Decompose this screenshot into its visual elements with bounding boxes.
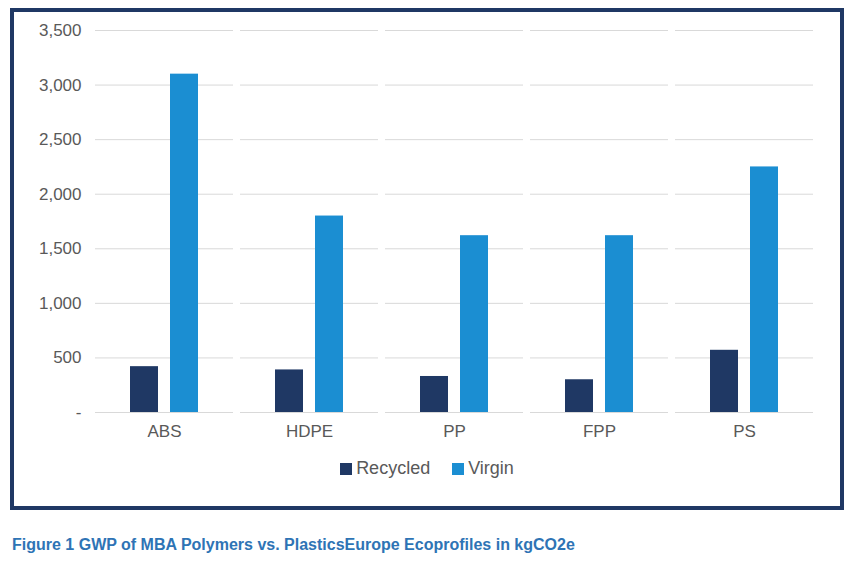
svg-text:3,500: 3,500 <box>39 21 82 40</box>
svg-text:ABS: ABS <box>147 422 181 441</box>
svg-text:500: 500 <box>53 348 81 367</box>
html-text:Figure 1 GWP of MBA Polymers v: Figure 1 GWP of MBA Polymers vs. Plastic… <box>12 536 575 553</box>
svg-text:2,000: 2,000 <box>39 185 82 204</box>
svg-text:HDPE: HDPE <box>286 422 333 441</box>
svg-text:2,500: 2,500 <box>39 130 82 149</box>
svg-text:FPP: FPP <box>583 422 616 441</box>
svg-text:1,000: 1,000 <box>39 294 82 313</box>
svg-text:1,500: 1,500 <box>39 239 82 258</box>
svg-text:3,000: 3,000 <box>39 76 82 95</box>
svg-text:PS: PS <box>733 422 756 441</box>
html-text:Recycled: Recycled <box>356 458 431 478</box>
svg-text:PP: PP <box>443 422 466 441</box>
html-text:Virgin: Virgin <box>468 458 514 478</box>
svg-text:-: - <box>76 403 82 422</box>
